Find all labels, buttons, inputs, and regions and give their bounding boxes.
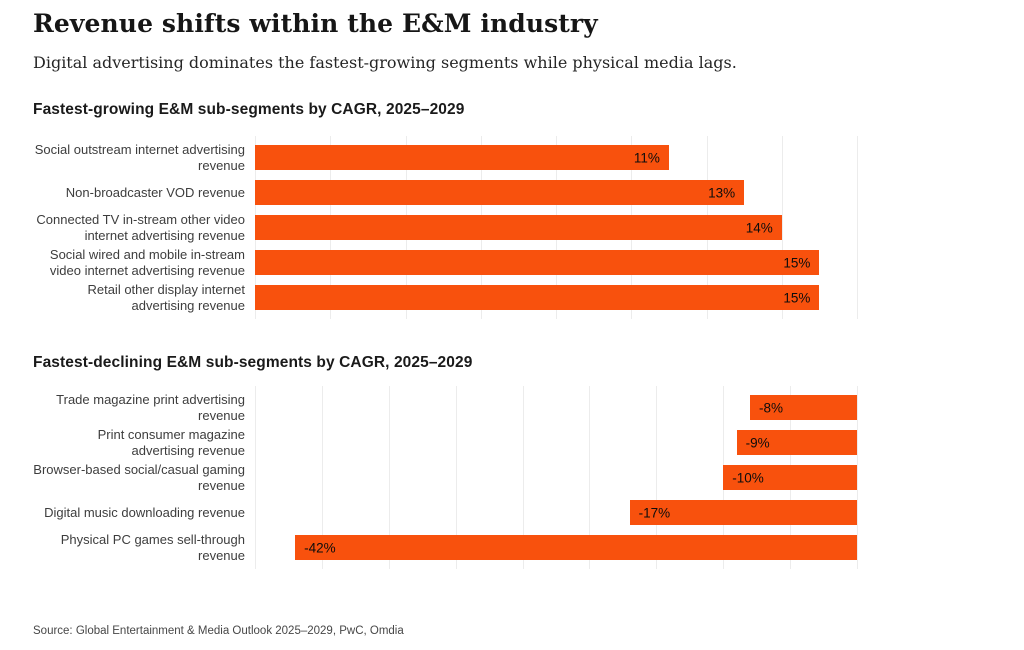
bar-row: Physical PC games sell-through revenue -4… [33, 530, 857, 565]
bar-value-label: 15% [783, 290, 811, 305]
gridline [656, 386, 658, 569]
bar-row: Social wired and mobile in-stream video … [33, 245, 857, 280]
bar: 14% [255, 215, 782, 240]
gridline [321, 386, 323, 569]
bar: 15% [255, 250, 820, 275]
bar-value-label: -9% [745, 435, 770, 450]
bar-row: Social outstream internet advertising re… [33, 140, 857, 175]
bar-track: 14% [255, 215, 857, 240]
bar-track: -8% [255, 395, 857, 420]
bar: 13% [255, 180, 745, 205]
category-label: Digital music downloading revenue [44, 504, 245, 520]
bar-row: Print consumer magazine advertising reve… [33, 425, 857, 460]
bar-value-label: 14% [745, 220, 773, 235]
bar: -10% [723, 465, 857, 490]
source-text: Source: Global Entertainment & Media Out… [33, 625, 404, 637]
bar: -42% [295, 535, 857, 560]
bar-row: Browser-based social/casual gaming reven… [33, 460, 857, 495]
bar-track: 15% [255, 285, 857, 310]
bar-rows: Trade magazine print advertising revenue… [33, 390, 857, 565]
bar-value-label: -10% [732, 470, 764, 485]
bar-value-label: 11% [633, 150, 660, 165]
category-label: Physical PC games sell-through revenue [60, 531, 245, 563]
bar-track: 13% [255, 180, 857, 205]
gridline [388, 386, 390, 569]
chart-growing-plot: Social outstream internet advertising re… [33, 136, 858, 319]
chart-declining-plot: Trade magazine print advertising revenue… [33, 386, 858, 569]
category-label: Non-broadcaster VOD revenue [65, 184, 245, 200]
bar: -17% [629, 500, 857, 525]
category-label: Connected TV in-stream other video inter… [36, 211, 245, 243]
gridline [522, 386, 524, 569]
gridline [589, 386, 591, 569]
bar-row: Digital music downloading revenue -17% [33, 495, 857, 530]
gridline [781, 136, 783, 319]
bar-row: Non-broadcaster VOD revenue 13% [33, 175, 857, 210]
bar: 15% [255, 285, 820, 310]
bar-value-label: -17% [638, 505, 671, 520]
bar-value-label: 15% [783, 255, 811, 270]
bar-row: Connected TV in-stream other video inter… [33, 210, 857, 245]
bar: -9% [736, 430, 857, 455]
category-label: Retail other display internet advertisin… [87, 281, 245, 313]
bar: -8% [749, 395, 857, 420]
page-subtitle: Digital advertising dominates the fastes… [33, 53, 737, 72]
page-title: Revenue shifts within the E&M industry [33, 9, 598, 38]
bar-rows: Social outstream internet advertising re… [33, 140, 857, 315]
category-label: Social wired and mobile in-stream video … [49, 246, 245, 278]
chart-fastest-declining: Fastest-declining E&M sub-segments by CA… [33, 354, 858, 569]
bar-row: Retail other display internet advertisin… [33, 280, 857, 315]
bar-track: -9% [255, 430, 857, 455]
category-label: Trade magazine print advertising revenue [56, 391, 245, 423]
category-label: Browser-based social/casual gaming reven… [33, 461, 245, 493]
bar-value-label: 13% [708, 185, 736, 200]
category-label: Print consumer magazine advertising reve… [97, 426, 245, 458]
gridline [455, 386, 457, 569]
bar-track: 11% [255, 145, 857, 170]
bar-track: -17% [255, 500, 857, 525]
chart-fastest-growing: Fastest-growing E&M sub-segments by CAGR… [33, 101, 858, 319]
gridline [857, 386, 858, 569]
chart-declining-title: Fastest-declining E&M sub-segments by CA… [33, 354, 473, 371]
bar-value-label: -42% [304, 540, 336, 555]
bar-track: -10% [255, 465, 857, 490]
bar-row: Trade magazine print advertising revenue… [33, 390, 857, 425]
bar: 11% [255, 145, 669, 170]
gridline [857, 136, 858, 319]
category-label: Social outstream internet advertising re… [34, 141, 245, 173]
chart-growing-title: Fastest-growing E&M sub-segments by CAGR… [33, 101, 465, 118]
bar-track: -42% [255, 535, 857, 560]
gridline [255, 386, 256, 569]
bar-track: 15% [255, 250, 857, 275]
bar-value-label: -8% [758, 400, 783, 415]
